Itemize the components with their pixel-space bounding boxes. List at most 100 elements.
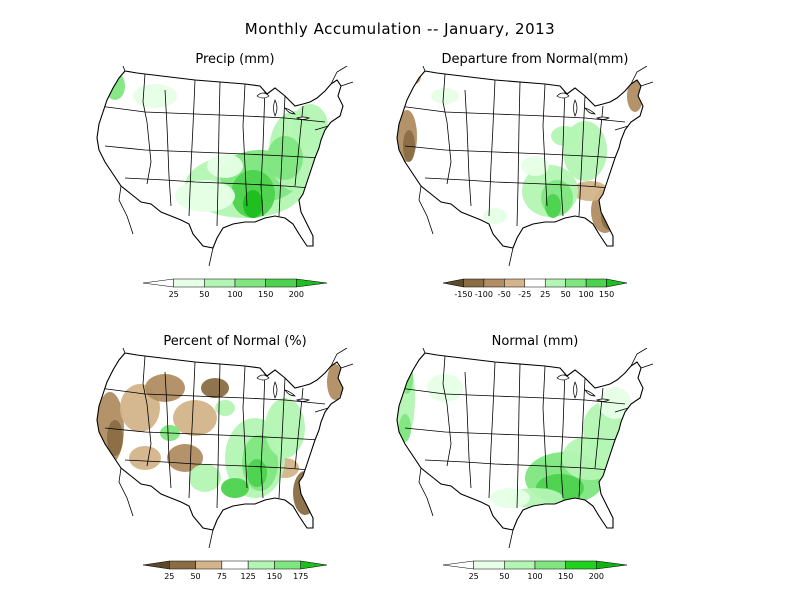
lake [573,99,578,117]
shading-region [627,80,643,112]
colorbar-label: 150 [267,572,282,581]
state-boundary [216,81,221,227]
state-boundary [516,363,521,509]
panel-title: Precip (mm) [195,52,275,67]
colorbar-cell [606,278,628,288]
shading-region [129,446,161,470]
state-boundary [542,365,548,489]
colorbar-label: 25 [469,572,479,581]
state-boundary [310,165,332,171]
percent-colorbar: 25 50 75 125 150 175 [142,560,328,581]
lake [256,374,270,381]
us-outline [396,70,644,249]
state-boundary [610,447,632,453]
colorbar-cell [142,278,174,288]
colorbar-label: 125 [241,572,256,581]
departure-map [396,66,654,267]
border-line [422,66,654,87]
colorbar-label: -25 [518,290,531,299]
colorbar-cell [265,278,297,288]
panel-title: Percent of Normal (%) [163,334,307,349]
state-boundary [542,83,548,207]
lake [584,389,596,397]
precip-shading [397,71,643,248]
lake [273,381,278,399]
shading-region [133,84,177,108]
state-boundary [398,387,626,405]
shading-region [431,88,459,104]
border-line [418,467,514,549]
state-boundary [464,89,472,207]
colorbar-cell [544,278,566,288]
state-boundary [260,369,266,499]
state-boundary [242,365,248,489]
colorbar-label: 50 [199,290,209,299]
state-boundary [242,83,248,207]
colorbar-cell [473,560,505,570]
shading-region [427,374,463,402]
colorbar-label: 200 [289,290,304,299]
shading-region [189,464,221,492]
colorbar-cell [442,278,464,288]
colorbar-label: 100 [527,572,542,581]
colorbar-cell [221,560,249,570]
state-boundary [124,177,312,189]
border-line [122,66,354,87]
colorbar-label: 50 [190,572,200,581]
colorbar-cell [247,560,275,570]
state-boundary [560,87,566,217]
shading-region [243,190,263,218]
colorbar-label: 200 [589,572,604,581]
shading-region [267,136,303,180]
page-title: Monthly Accumulation -- January, 2013 [244,20,556,38]
lake [256,92,270,99]
state-boundary [442,355,452,467]
lake [273,99,278,117]
lake [596,116,610,120]
colorbar-label: 25 [540,290,550,299]
lake [556,92,570,99]
state-boundary [404,145,622,159]
border-line [122,348,354,369]
colorbar-label: 150 [258,290,273,299]
state-boundary [124,459,312,471]
state-boundary [560,369,566,499]
shading-region [521,156,549,176]
departure-colorbar: -150 -100 -50 -25 25 50 100 150 [442,278,628,299]
shading-region [167,444,203,472]
state-boundary [98,105,326,123]
state-boundary [424,177,612,189]
shading-region [221,478,249,498]
shading-region [175,180,235,212]
lake [284,389,296,397]
shading-region [409,71,421,84]
lake [556,374,570,381]
state-boundary [488,79,496,217]
colorbar-cell [442,560,474,570]
state-boundary [488,361,496,499]
colorbar-cell [173,278,205,288]
shading-region [207,154,243,178]
shading-region [402,356,412,372]
state-boundary [164,89,172,207]
departure-map-panel: Departure from Normal(mm) -150 -100 -50 -25… [385,52,685,312]
border-line [118,185,214,267]
lake [284,107,296,115]
colorbar-cell [524,278,546,288]
shading-region [292,104,328,148]
state-boundary [104,145,322,159]
colorbar-label: 175 [293,572,308,581]
colorbar-cell [463,278,485,288]
border-line [118,467,214,549]
state-boundary [188,79,196,217]
precip-colorbar: 25 50 100 150 200 [142,278,328,299]
precip-map [96,66,354,267]
shading-region [483,208,507,224]
colorbar-cell [596,560,628,570]
precip-shading [397,353,643,530]
colorbar-label: -50 [498,290,511,299]
colorbar-cell [274,560,301,570]
colorbar-cell [504,278,526,288]
shading-region [215,400,235,416]
lake [296,398,310,402]
